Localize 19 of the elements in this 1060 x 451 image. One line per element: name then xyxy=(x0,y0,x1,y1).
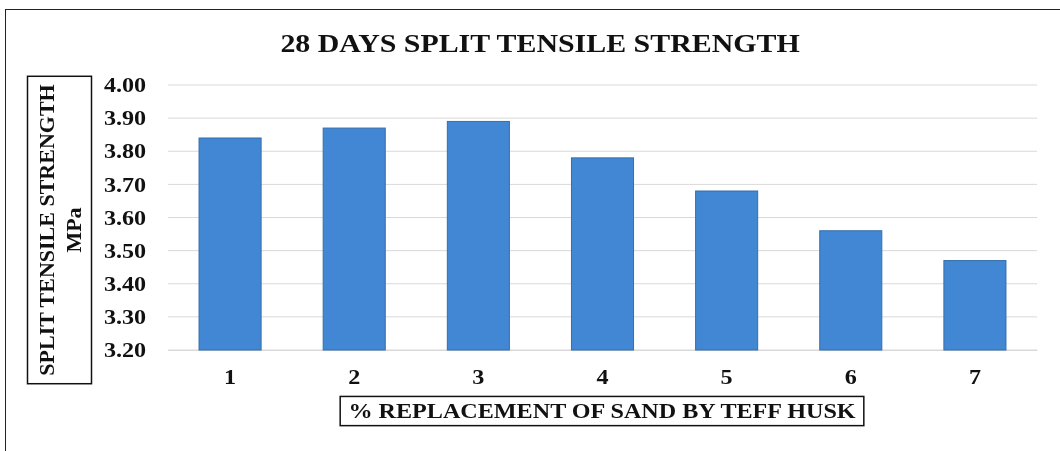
x-tick-label: 2 xyxy=(348,365,361,389)
x-tick-label: 6 xyxy=(844,365,857,389)
chart-title: 28 DAYS SPLIT TENSILE STRENGTH xyxy=(280,28,800,58)
x-tick-label: 4 xyxy=(596,365,609,389)
y-tick-label: 3.60 xyxy=(103,206,147,230)
y-tick-label: 3.20 xyxy=(103,338,147,362)
x-tick-label: 5 xyxy=(720,365,733,389)
x-axis-title: % REPLACEMENT OF SAND BY TEFF HUSK xyxy=(348,399,857,423)
y-tick-label: 3.90 xyxy=(103,106,147,130)
x-tick-label: 1 xyxy=(224,365,237,389)
y-tick-label: 3.70 xyxy=(103,173,147,197)
y-tick-label: 3.30 xyxy=(103,305,147,329)
y-tick-label: 3.80 xyxy=(103,139,147,164)
y-tick-label: 4.00 xyxy=(103,73,147,97)
y-tick-label: 3.40 xyxy=(103,272,147,296)
y-axis-title: SPLIT TENSILE STRENGTH MPa xyxy=(33,84,86,376)
x-tick-label: 3 xyxy=(472,365,485,389)
x-tick-label: 7 xyxy=(968,365,981,389)
y-tick-label: 3.50 xyxy=(103,239,147,263)
